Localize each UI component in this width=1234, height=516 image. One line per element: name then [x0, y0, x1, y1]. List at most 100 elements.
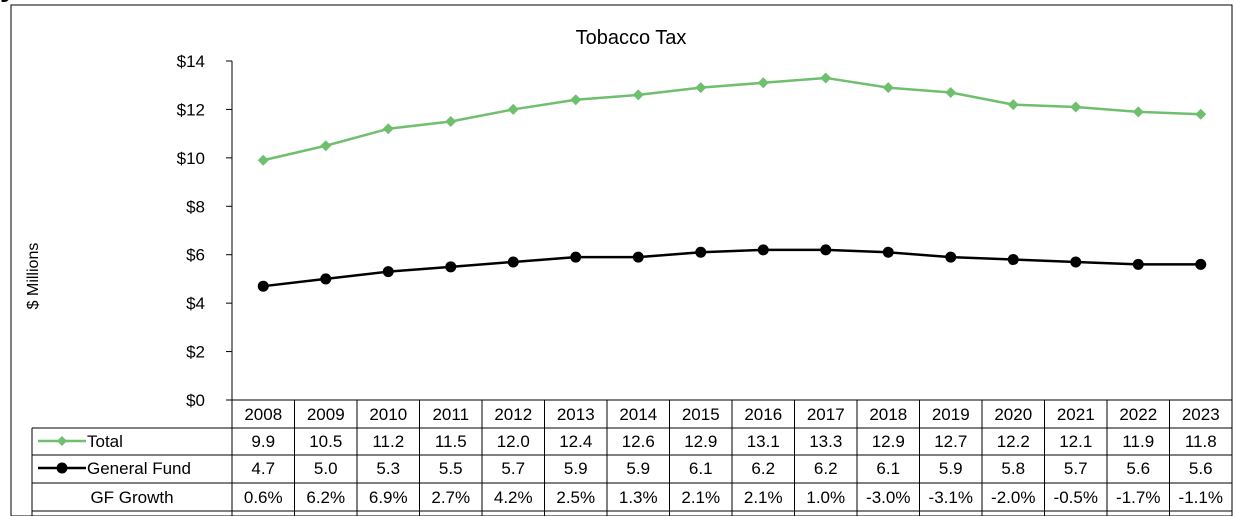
data-point-general-fund [507, 256, 519, 268]
growth-cell-value: 2.5% [556, 488, 595, 507]
data-point-general-fund [1195, 258, 1207, 270]
data-point-general-fund [882, 246, 894, 258]
x-category-label: 2018 [869, 405, 907, 424]
y-tick-label: $10 [177, 149, 205, 168]
x-category-label: 2015 [682, 405, 720, 424]
growth-cell-value: -1.7% [1116, 488, 1160, 507]
x-category-label: 2020 [994, 405, 1032, 424]
growth-cell-value: 6.2% [306, 488, 345, 507]
data-point-general-fund [320, 273, 332, 285]
table-cell-value: 5.5 [439, 459, 463, 478]
table-cell-value: 5.3 [376, 459, 400, 478]
table-cell-value: 5.9 [564, 459, 588, 478]
table-cell-value: 12.9 [872, 432, 905, 451]
table-cell-value: 5.7 [1064, 459, 1088, 478]
data-point-total [757, 77, 769, 89]
table-cell-value: 12.1 [1059, 432, 1092, 451]
series-line-general-fund [263, 248, 1201, 288]
data-point-general-fund [1070, 256, 1082, 268]
growth-cell-value: -3.1% [929, 488, 973, 507]
data-point-general-fund [820, 244, 832, 256]
x-category-label: 2014 [619, 405, 657, 424]
growth-cell-value: 0.6% [244, 488, 283, 507]
growth-cell-value: 6.9% [369, 488, 408, 507]
x-category-label: 2011 [432, 405, 469, 424]
x-category-label: 2013 [557, 405, 595, 424]
y-tick-label: $12 [177, 100, 205, 119]
x-category-label: 2016 [744, 405, 782, 424]
x-category-label: 2009 [307, 405, 345, 424]
x-category-label: 2021 [1057, 405, 1095, 424]
growth-cell-value: -3.0% [866, 488, 910, 507]
data-point-total [632, 89, 644, 101]
x-category-label: 2023 [1182, 405, 1220, 424]
growth-cell-value: 2.7% [431, 488, 470, 507]
x-category-label: 2010 [369, 405, 407, 424]
legend-marker-diamond [57, 436, 67, 446]
y-axis-label: $ Millions [25, 243, 42, 310]
table-cell-value: 12.6 [622, 432, 655, 451]
legend-label: General Fund [87, 459, 191, 478]
table-cell-value: 5.0 [314, 459, 338, 478]
legend-label: Total [87, 432, 123, 451]
y-tick-label: $6 [186, 246, 205, 265]
data-point-general-fund [695, 246, 707, 258]
table-cell-value: 6.2 [814, 459, 838, 478]
partial-header-text: y [0, 0, 17, 3]
y-tick-label: $14 [177, 52, 205, 71]
y-tick-label: $2 [186, 343, 205, 362]
table-cell-value: 5.7 [501, 459, 525, 478]
legend-marker-circle [56, 462, 68, 474]
data-point-general-fund [1007, 254, 1019, 266]
data-point-general-fund [1132, 258, 1144, 270]
growth-cell-value: 2.1% [681, 488, 720, 507]
table-cell-value: 11.8 [1185, 432, 1217, 451]
data-point-total [945, 86, 957, 98]
table-cell-value: 6.2 [751, 459, 775, 478]
data-point-general-fund [257, 280, 269, 292]
table-cell-value: 12.4 [559, 432, 592, 451]
growth-cell-value: 1.0% [806, 488, 845, 507]
data-point-total [257, 154, 269, 166]
data-point-general-fund [445, 261, 457, 273]
table-cell-value: 6.1 [876, 459, 900, 478]
table-cell-value: 5.6 [1189, 459, 1213, 478]
table-cell-value: 11.2 [372, 432, 404, 451]
table-cell-value: 11.9 [1122, 432, 1154, 451]
x-category-label: 2019 [932, 405, 970, 424]
data-point-total [320, 140, 332, 152]
x-category-label: 2022 [1119, 405, 1157, 424]
data-point-total [820, 72, 832, 84]
x-category-label: 2008 [244, 405, 282, 424]
table-cell-value: 10.5 [309, 432, 342, 451]
data-point-total [1070, 101, 1082, 113]
data-point-general-fund [382, 266, 394, 278]
chart-title: Tobacco Tax [576, 27, 687, 49]
x-category-label: 2017 [807, 405, 845, 424]
growth-cell-value: -0.5% [1054, 488, 1098, 507]
data-point-total [570, 94, 582, 106]
table-cell-value: 9.9 [251, 432, 275, 451]
table-cell-value: 4.7 [251, 459, 275, 478]
table-cell-value: 5.9 [939, 459, 963, 478]
growth-cell-value: 2.1% [744, 488, 783, 507]
data-point-general-fund [945, 251, 957, 263]
y-tick-label: $0 [186, 391, 205, 410]
growth-row-label: GF Growth [90, 488, 173, 507]
table-cell-value: 5.9 [626, 459, 650, 478]
y-tick-label: $8 [186, 197, 205, 216]
table-cell-value: 13.1 [747, 432, 780, 451]
table-cell-value: 12.9 [684, 432, 717, 451]
y-tick-label: $4 [186, 294, 205, 313]
data-point-general-fund [570, 251, 582, 263]
growth-cell-value: 1.3% [619, 488, 658, 507]
data-point-total [507, 103, 519, 115]
data-point-total [445, 116, 457, 128]
x-category-label: 2012 [494, 405, 532, 424]
data-point-total [1007, 99, 1019, 111]
table-cell-value: 12.2 [997, 432, 1030, 451]
data-point-general-fund [757, 244, 769, 256]
table-cell-value: 12.7 [934, 432, 967, 451]
data-point-general-fund [632, 251, 644, 263]
